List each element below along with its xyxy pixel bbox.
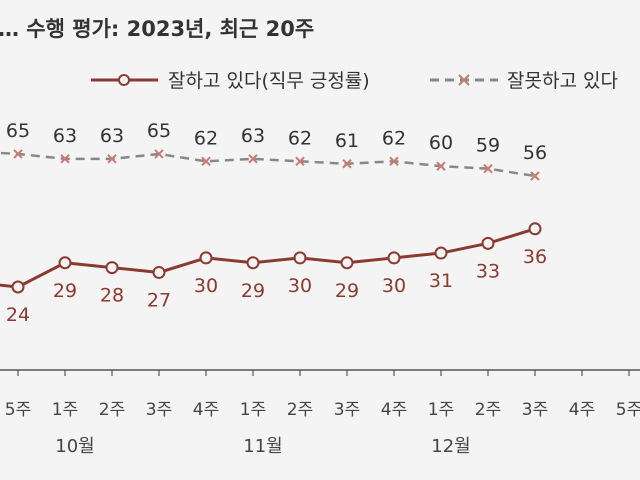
point-negative [342, 159, 352, 169]
point-positive [481, 236, 495, 250]
point-negative [389, 156, 399, 167]
point-positive [293, 251, 307, 265]
point-negative [107, 154, 117, 164]
value-label-positive: 33 [476, 260, 500, 282]
x-tick-label: 1주 [240, 400, 266, 420]
value-label-negative: 62 [288, 127, 312, 149]
point-positive [105, 261, 119, 275]
point-negative [483, 163, 493, 174]
legend-label-negative: 잘못하고 있다 [507, 70, 618, 92]
legend-label-positive: 잘하고 있다(직무 긍정률) [168, 70, 370, 92]
point-negative [530, 171, 540, 181]
point-negative [295, 156, 305, 167]
value-label-negative: 61 [335, 130, 359, 152]
value-label-positive: 29 [241, 280, 265, 302]
point-positive [340, 256, 354, 270]
point-positive [11, 280, 25, 294]
value-label-positive: 24 [6, 304, 30, 326]
legend-marker-positive [118, 74, 130, 86]
point-positive [58, 256, 72, 270]
value-label-positive: 30 [288, 275, 312, 297]
point-negative [436, 161, 446, 171]
x-tick-label: 3주 [522, 400, 548, 420]
value-label-positive: 36 [523, 246, 547, 268]
point-negative [201, 156, 211, 167]
value-label-negative: 65 [147, 120, 171, 142]
legend-marker-negative [458, 74, 470, 86]
value-label-positive: 29 [335, 280, 359, 302]
x-tick-label: 2주 [475, 400, 501, 420]
x-tick-label: 4주 [569, 400, 595, 420]
value-label-negative: 62 [194, 127, 218, 149]
x-tick-label: 1주 [428, 400, 454, 420]
legend-item-positive: 잘하고 있다(직무 긍정률) [91, 70, 370, 92]
x-tick-label: 2주 [99, 400, 125, 420]
x-tick-label: 3주 [146, 400, 172, 420]
point-negative [13, 149, 23, 159]
value-label-negative: 63 [100, 125, 124, 147]
legend-item-negative: 잘못하고 있다 [430, 70, 618, 92]
month-label: 10월 [55, 436, 94, 457]
value-labels: 65 63 63 65 62 63 62 61 62 60 59 56 24 29 28 27 30 29 30 29… [6, 120, 547, 326]
value-label-negative: 63 [53, 125, 77, 147]
chart-title: … 수행 평가: 2023년, 최근 20주 [0, 17, 314, 41]
x-tick-label: 1주 [52, 400, 78, 420]
x-tick-label: 4주 [381, 400, 407, 420]
x-tick-label: 3주 [334, 400, 360, 420]
month-label: 12월 [431, 436, 470, 457]
value-label-negative: 63 [241, 125, 265, 147]
x-tick-label: 2주 [287, 400, 313, 420]
series-line-positive [0, 227, 536, 289]
value-label-negative: 59 [476, 135, 500, 157]
value-label-positive: 28 [100, 285, 124, 307]
value-label-positive: 30 [382, 275, 406, 297]
value-label-negative: 62 [382, 127, 406, 149]
series-line-negative [0, 151, 536, 178]
point-positive [152, 265, 166, 279]
x-tick-label: 5주 [5, 400, 31, 420]
value-label-negative: 56 [523, 142, 547, 164]
point-positive [434, 246, 448, 260]
point-negative [60, 154, 70, 164]
point-positive [387, 251, 401, 265]
month-label: 11월 [243, 436, 282, 457]
legend: 잘하고 있다(직무 긍정률) 잘못하고 있다 [91, 70, 618, 92]
point-positive [528, 222, 542, 236]
value-label-positive: 31 [429, 270, 453, 292]
x-tick-label: 4주 [193, 400, 219, 420]
x-axis-ticks: 5주 1주 2주 3주 4주 1주 2주 3주 4주 1주 2주 3주 4주 5주 10월 11월 12월 [5, 370, 640, 457]
value-label-negative: 65 [6, 120, 30, 142]
value-label-positive: 29 [53, 280, 77, 302]
series-layer [0, 149, 542, 294]
point-positive [246, 256, 260, 270]
value-label-positive: 27 [147, 289, 171, 311]
point-negative [154, 149, 164, 159]
value-label-negative: 60 [429, 132, 453, 154]
point-negative [248, 154, 258, 164]
x-tick-label: 5주 [616, 400, 640, 420]
point-positive [199, 251, 213, 265]
value-label-positive: 30 [194, 275, 218, 297]
